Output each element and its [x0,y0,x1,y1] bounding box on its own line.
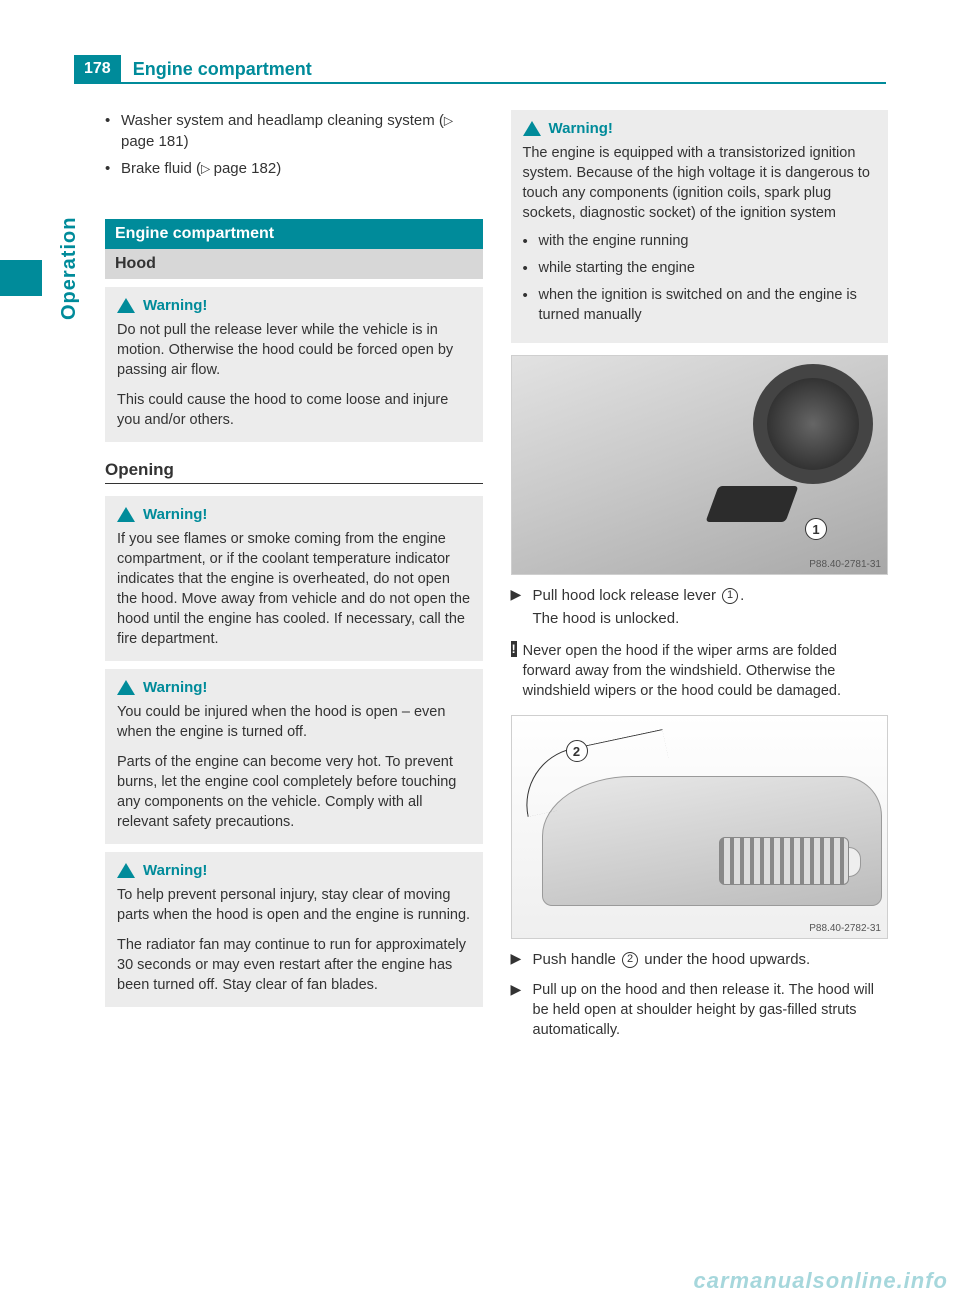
step-item: ▶ Push handle 2 under the hood upwards. [511,949,889,970]
warning-box: Warning! To help prevent personal injury… [105,852,483,1007]
warning-triangle-icon [523,121,541,136]
warning-label: Warning! [143,862,207,879]
grille-shape [719,837,849,885]
warning-triangle-icon [117,507,135,522]
page-content: • Washer system and headlamp cleaning sy… [105,110,888,1262]
warning-triangle-icon [117,680,135,695]
figure-ref: P88.40-2782-31 [809,923,881,934]
warning-label: Warning! [549,120,613,137]
warning-box: Warning! If you see flames or smoke comi… [105,496,483,661]
figure-hood-release-lever: 1 P88.40-2781-31 [511,355,889,575]
list-item: • while starting the engine [523,258,877,279]
note-text: Never open the hood if the wiper arms ar… [523,641,888,701]
warning-text: If you see flames or smoke coming from t… [117,529,471,649]
warning-box: Warning! You could be injured when the h… [105,669,483,844]
step-text-part: under the hood upwards. [640,951,810,968]
bullet-text: Washer system and headlamp cleaning syst… [121,112,444,129]
list-text: Washer system and headlamp cleaning syst… [121,110,483,152]
step-item: ▶ Pull up on the hood and then release i… [511,980,889,1040]
watermark: carmanualsonline.info [694,1268,949,1294]
callout-ref-1: 1 [722,588,738,604]
warning-label: Warning! [143,297,207,314]
warning-heading: Warning! [523,120,877,137]
page-header: 178 Engine compartment [74,56,886,84]
bullet-dot-icon: • [523,258,531,279]
warning-text: To help prevent personal injury, stay cl… [117,885,471,925]
exclamation-icon: ! [511,641,517,657]
bullet-dot-icon: • [105,110,113,152]
bullet-text: Brake fluid ( [121,160,201,177]
bullet-text: when the ignition is switched on and the… [539,285,877,325]
list-item: • when the ignition is switched on and t… [523,285,877,325]
warning-triangle-icon [117,298,135,313]
side-tab [0,260,42,296]
callout-2: 2 [566,740,588,762]
step-text: Push handle 2 under the hood upwards. [533,949,811,970]
bullet-dot-icon: • [105,158,113,179]
header-title: Engine compartment [133,59,312,80]
section-title: Engine compartment [105,219,483,249]
step-text-part: Push handle [533,951,621,968]
page-ref-icon: ▷ [201,162,214,176]
warning-heading: Warning! [117,297,471,314]
step-text-part: Pull hood lock release lever [533,587,721,604]
step-marker-icon: ▶ [511,949,529,970]
step-marker-icon: ▶ [511,585,529,606]
bullet-text: with the engine running [539,231,689,252]
bullet-dot-icon: • [523,231,531,252]
callout-ref-2: 2 [622,952,638,968]
page-ref-icon: ▷ [444,114,453,128]
subsection-title: Hood [105,249,483,279]
close-paren: ) [184,133,189,150]
step-item: ▶ Pull hood lock release lever 1. [511,585,889,606]
warning-heading: Warning! [117,862,471,879]
step-text: Pull hood lock release lever 1. [533,585,745,606]
right-column: Warning! The engine is equipped with a t… [511,110,889,1262]
warning-box: Warning! Do not pull the release lever w… [105,287,483,442]
step-subtext: The hood is unlocked. [533,608,889,629]
warning-triangle-icon [117,863,135,878]
side-label: Operation [58,217,81,320]
page-ref: page 182 [214,160,277,177]
list-item: • Brake fluid (▷ page 182) [105,158,483,179]
warning-box: Warning! The engine is equipped with a t… [511,110,889,343]
bullet-text: while starting the engine [539,258,695,279]
bullet-list: • Washer system and headlamp cleaning sy… [105,110,483,185]
page-ref: page 181 [121,133,184,150]
bullet-dot-icon: • [523,285,531,325]
steering-wheel-shape [753,364,873,484]
warning-text: The radiator fan may continue to run for… [117,935,471,995]
close-paren: ) [276,160,281,177]
caution-note: ! Never open the hood if the wiper arms … [511,641,889,701]
heading-opening: Opening [105,460,483,484]
page-number: 178 [74,55,121,83]
warning-heading: Warning! [117,679,471,696]
warning-label: Warning! [143,679,207,696]
figure-hood-handle: 2 P88.40-2782-31 [511,715,889,939]
warning-text: The engine is equipped with a transistor… [523,143,877,223]
step-text: Pull up on the hood and then release it.… [533,980,889,1040]
warning-text: You could be injured when the hood is op… [117,702,471,742]
release-lever-shape [705,486,798,522]
step-marker-icon: ▶ [511,980,529,1040]
warning-text: This could cause the hood to come loose … [117,390,471,430]
step-text-part: . [740,587,744,604]
list-item: • Washer system and headlamp cleaning sy… [105,110,483,152]
left-column: • Washer system and headlamp cleaning sy… [105,110,483,1262]
callout-1: 1 [805,518,827,540]
list-item: • with the engine running [523,231,877,252]
warning-heading: Warning! [117,506,471,523]
list-text: Brake fluid (▷ page 182) [121,158,281,179]
warning-text: Do not pull the release lever while the … [117,320,471,380]
figure-ref: P88.40-2781-31 [809,559,881,570]
warning-text: Parts of the engine can become very hot.… [117,752,471,832]
warning-label: Warning! [143,506,207,523]
